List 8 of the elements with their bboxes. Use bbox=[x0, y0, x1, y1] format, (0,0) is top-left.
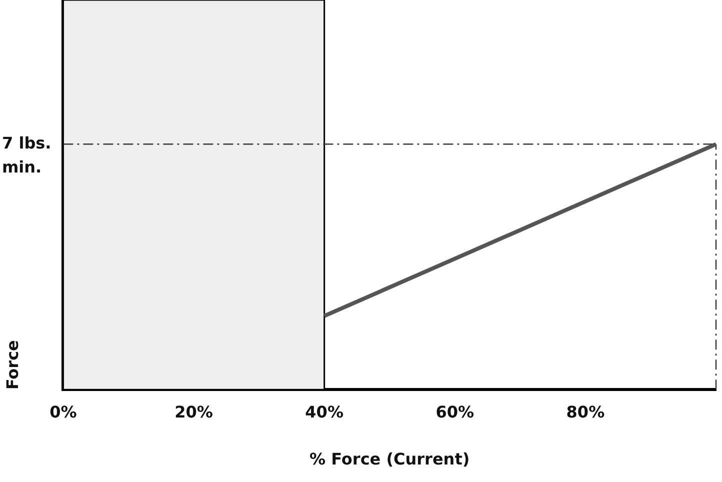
y-axis-title: Force bbox=[2, 340, 22, 390]
x-tick-label: 0% bbox=[50, 402, 77, 422]
x-tick-label: 80% bbox=[566, 402, 605, 422]
x-tick-label: 20% bbox=[174, 402, 213, 422]
x-axis-title: % Force (Current) bbox=[310, 450, 470, 469]
x-tick-label: 60% bbox=[436, 402, 474, 422]
ref-line-label: 7 lbs. min. bbox=[2, 133, 52, 176]
x-tick-label: 40% bbox=[305, 402, 344, 422]
